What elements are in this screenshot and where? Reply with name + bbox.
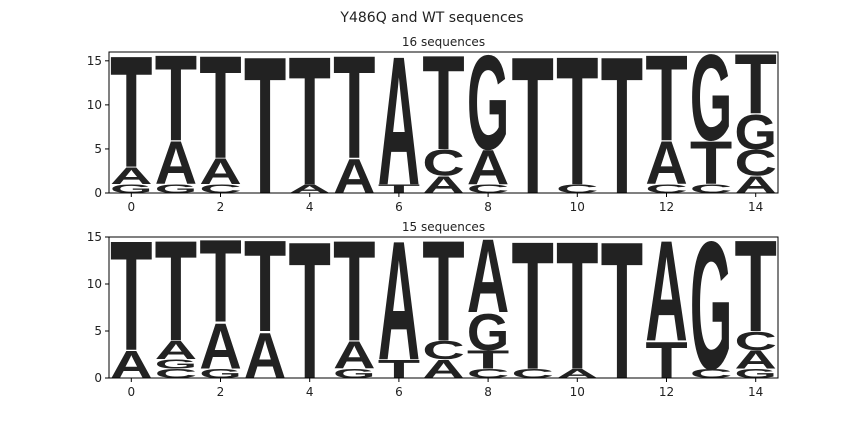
- letter: T: [378, 182, 420, 196]
- letter: G: [690, 205, 732, 408]
- letter: A: [467, 140, 509, 195]
- letter: A: [467, 217, 509, 334]
- letter: A: [199, 310, 241, 383]
- letter: G: [735, 366, 777, 381]
- letter: G: [155, 357, 197, 372]
- letter: C: [155, 366, 197, 381]
- letter: T: [422, 212, 464, 372]
- x-tick-label: 8: [484, 200, 492, 214]
- letter: C: [735, 327, 777, 356]
- letter: G: [467, 29, 509, 179]
- letter: C: [467, 366, 509, 381]
- y-tick-label: 5: [94, 142, 102, 156]
- x-tick-label: 0: [127, 200, 135, 214]
- y-tick-label: 15: [87, 54, 102, 68]
- letter: C: [467, 182, 509, 196]
- x-tick-label: 4: [306, 385, 314, 399]
- letter: G: [155, 182, 197, 196]
- letter: T: [690, 129, 732, 198]
- y-tick-label: 0: [94, 371, 102, 385]
- letter: C: [512, 366, 554, 381]
- letter: T: [735, 213, 777, 359]
- letter: T: [199, 216, 241, 347]
- y-tick-label: 10: [87, 277, 102, 291]
- letter: T: [244, 213, 286, 359]
- letter: G: [199, 366, 241, 381]
- letter: C: [422, 336, 464, 365]
- letter: T: [512, 205, 554, 408]
- y-tick-label: 15: [87, 230, 102, 244]
- letter: T: [422, 29, 464, 179]
- letter: A: [199, 151, 241, 192]
- letter: A: [735, 345, 777, 374]
- letter: A: [422, 355, 464, 384]
- letter: A: [289, 182, 331, 196]
- letter: T: [155, 30, 197, 167]
- letter: T: [333, 24, 375, 189]
- letter: T: [512, 15, 554, 234]
- letter: C: [690, 182, 732, 196]
- x-tick-label: 6: [395, 385, 403, 399]
- figure-title: Y486Q and WT sequences: [339, 10, 523, 26]
- letter: G: [467, 303, 509, 361]
- x-tick-label: 8: [484, 385, 492, 399]
- x-tick-label: 14: [748, 200, 763, 214]
- letter: C: [645, 182, 687, 196]
- letter: T: [645, 30, 687, 167]
- letter: C: [556, 182, 598, 196]
- letter: T: [289, 19, 331, 224]
- letter: T: [467, 345, 509, 374]
- y-tick-label: 10: [87, 98, 102, 112]
- letter: G: [110, 182, 152, 196]
- letter: T: [110, 208, 152, 383]
- y-tick-label: 0: [94, 186, 102, 200]
- letter: A: [422, 171, 464, 198]
- x-tick-label: 0: [127, 385, 135, 399]
- axes-title: 16 sequences: [402, 35, 485, 49]
- letter: A: [645, 212, 687, 372]
- axes-frame: [108, 236, 779, 379]
- letter: C: [690, 366, 732, 381]
- x-tick-label: 10: [570, 200, 585, 214]
- letter: A: [378, 19, 420, 224]
- letter: A: [110, 162, 152, 189]
- x-tick-label: 12: [659, 385, 674, 399]
- letter: C: [199, 182, 241, 196]
- letter: C: [735, 142, 777, 183]
- letter: T: [110, 24, 152, 201]
- letter: G: [333, 366, 375, 381]
- letter: T: [333, 212, 375, 372]
- x-tick-label: 2: [217, 200, 225, 214]
- letter: A: [333, 334, 375, 378]
- letter: A: [378, 206, 420, 396]
- letter: A: [155, 336, 197, 365]
- axes-title: 15 sequences: [402, 220, 485, 234]
- y-tick-label: 5: [94, 324, 102, 338]
- letter: A: [155, 129, 197, 198]
- letter: A: [333, 149, 375, 204]
- letter: T: [556, 205, 598, 408]
- letter: T: [199, 24, 241, 189]
- letter: T: [556, 19, 598, 224]
- letter: A: [645, 129, 687, 198]
- x-tick-label: 2: [217, 385, 225, 399]
- x-tick-label: 14: [748, 385, 763, 399]
- letter: G: [735, 105, 777, 160]
- letter: A: [556, 366, 598, 381]
- letter: G: [690, 30, 732, 167]
- x-tick-label: 10: [570, 385, 585, 399]
- x-tick-label: 4: [306, 200, 314, 214]
- x-tick-label: 12: [659, 200, 674, 214]
- letter: A: [244, 319, 286, 392]
- x-tick-label: 6: [395, 200, 403, 214]
- letter: C: [422, 142, 464, 183]
- letter: T: [601, 200, 643, 419]
- letter: T: [244, 15, 286, 234]
- letter: T: [735, 36, 777, 132]
- axes-frame: [108, 51, 779, 194]
- letter: T: [155, 212, 197, 372]
